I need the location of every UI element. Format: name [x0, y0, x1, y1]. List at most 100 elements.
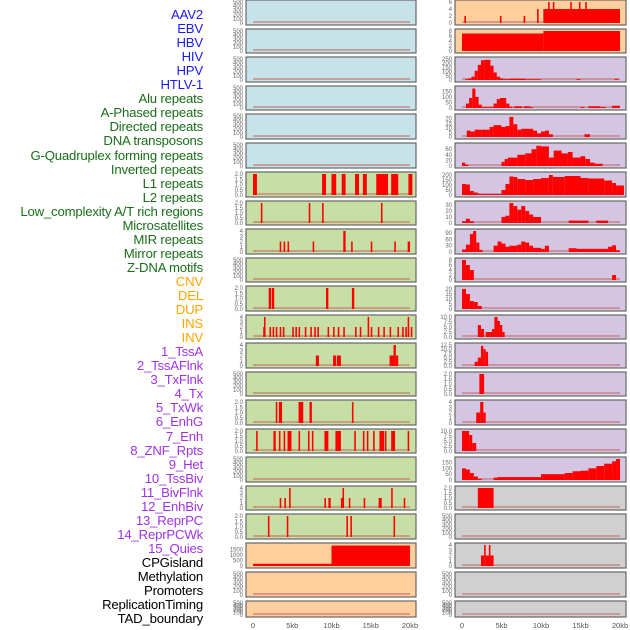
- bar: [501, 126, 506, 137]
- panel: 0.00.51.01.52.0: [235, 428, 417, 455]
- y-tick-label: 2: [240, 240, 244, 246]
- bar: [468, 78, 472, 80]
- bar: [604, 463, 613, 480]
- y-tick-label: 200: [233, 270, 244, 276]
- panel-background: [245, 371, 417, 397]
- y-tick-label: 300: [233, 380, 244, 386]
- bar: [263, 327, 265, 337]
- y-tick-label: 400: [442, 603, 453, 609]
- y-tick-label: 500: [442, 514, 453, 520]
- y-tick-label: 2.0: [235, 514, 244, 520]
- bar: [389, 327, 392, 337]
- bar: [561, 153, 568, 166]
- y-tick-label: 200: [233, 70, 244, 76]
- bar: [509, 116, 514, 137]
- bar: [378, 498, 382, 508]
- panel: 0.02.55.07.510.0: [440, 314, 627, 341]
- bar: [483, 412, 486, 423]
- y-tick-label: 0: [449, 613, 453, 619]
- y-tick-label: 2.0: [235, 286, 244, 292]
- bar: [478, 104, 482, 108]
- bar: [612, 183, 617, 195]
- bar: [616, 185, 624, 195]
- panel: 0.00.51.01.52.0: [444, 485, 627, 512]
- bar: [474, 129, 482, 137]
- bar: [499, 325, 503, 337]
- y-tick-label: 4: [449, 268, 453, 274]
- bar: [493, 245, 498, 252]
- panel-background: [245, 285, 417, 312]
- bar: [475, 96, 479, 108]
- panel-background: [454, 285, 627, 312]
- panel-background: [245, 85, 417, 111]
- track-label: Methylation: [137, 569, 203, 584]
- bar: [476, 412, 481, 423]
- y-tick-label: 30: [445, 203, 452, 209]
- y-tick-label: 400: [233, 603, 244, 609]
- bar: [596, 466, 605, 480]
- bar: [477, 478, 482, 480]
- bar: [474, 361, 478, 366]
- y-tick-label: 2.0: [235, 201, 244, 207]
- bar: [544, 245, 549, 252]
- y-tick-label: 4: [449, 400, 453, 406]
- bar: [585, 159, 590, 166]
- y-tick-label: 200: [442, 585, 453, 591]
- panel: 0.00.51.01.52.0: [235, 200, 417, 227]
- bar: [485, 332, 493, 337]
- x-tick-label: 0: [251, 621, 255, 630]
- y-tick-label: 50: [445, 74, 452, 80]
- bar: [462, 431, 470, 451]
- y-tick-label: 0.5: [235, 416, 244, 422]
- bar: [373, 431, 375, 451]
- y-tick-label: 0.5: [235, 302, 244, 308]
- bar: [480, 555, 485, 566]
- panel-background: [245, 342, 417, 369]
- y-tick-label: 300: [442, 522, 453, 528]
- y-tick-label: 500: [233, 258, 244, 264]
- bar: [282, 327, 285, 337]
- bar: [260, 203, 263, 223]
- y-tick-label: 0: [449, 21, 453, 27]
- y-tick-label: 6: [449, 34, 453, 40]
- y-tick-label: 2.5: [444, 444, 453, 450]
- y-tick-label: 8: [449, 258, 453, 264]
- y-tick-label: 2: [449, 273, 453, 279]
- track-label: Directed repeats: [109, 119, 203, 135]
- y-tick-label: 100: [442, 589, 453, 595]
- bar: [543, 31, 620, 51]
- y-tick-label: 2: [240, 354, 244, 360]
- y-tick-label: 4: [240, 486, 244, 492]
- y-tick-label: 0: [449, 278, 453, 284]
- y-tick-label: 500: [233, 457, 244, 463]
- bar: [523, 16, 526, 23]
- y-tick-label: 1500: [230, 547, 244, 553]
- y-tick-label: 0: [240, 593, 244, 599]
- bar: [466, 130, 471, 137]
- y-tick-label: 0: [240, 21, 244, 27]
- y-tick-label: 100: [233, 102, 244, 108]
- bar: [484, 59, 491, 80]
- y-tick-label: 20: [445, 287, 452, 293]
- y-tick-label: 10: [445, 215, 452, 221]
- x-tick-label: 10kb: [323, 621, 339, 630]
- bar: [476, 242, 480, 252]
- bar: [351, 288, 355, 309]
- bar: [469, 221, 474, 223]
- bar: [552, 177, 565, 195]
- bar: [517, 179, 526, 195]
- y-tick-label: 200: [233, 156, 244, 162]
- y-tick-label: 100: [233, 17, 244, 23]
- bar: [328, 498, 331, 508]
- y-tick-label: 0: [449, 221, 453, 227]
- bar: [391, 174, 399, 195]
- panel: 0.00.51.01.52.0: [235, 285, 417, 313]
- bar: [324, 498, 327, 508]
- bar: [407, 431, 410, 451]
